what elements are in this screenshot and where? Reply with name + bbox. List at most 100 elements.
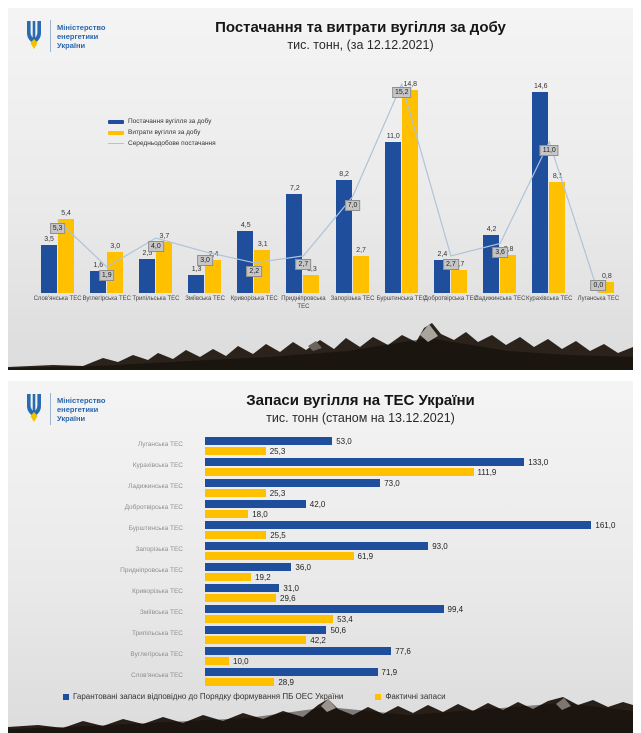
hbar-value-label: 93,0 (432, 542, 448, 551)
hbar-value-label: 73,0 (384, 479, 400, 488)
ministry-name: Міністерство енергетики України (57, 396, 105, 423)
hbar-value-label: 111,9 (477, 468, 497, 477)
category-label: Придніпровська ТЕС (281, 296, 326, 310)
hbar-guaranteed (205, 437, 333, 445)
row-label: Курахівська ТЕС (132, 462, 183, 469)
hbar-actual (205, 615, 334, 623)
legend-item-actual: Фактичні запаси (375, 692, 446, 701)
hbar-value-label: 31,0 (283, 584, 299, 593)
bar-supply (532, 92, 549, 293)
hbar-guaranteed (205, 647, 392, 655)
bar-expense (401, 89, 418, 293)
bar-value-label: 4,2 (486, 226, 497, 234)
hbar-value-label: 71,9 (381, 668, 398, 677)
coal-pile-photo (8, 697, 633, 733)
category-label: Криворізька ТЕС (230, 296, 278, 302)
hbar-actual (205, 447, 266, 455)
ministry-name-line3: України (57, 413, 86, 423)
hbar-value-label: 25,5 (270, 531, 286, 540)
bar-supply (188, 275, 205, 293)
legend-label-actual: Фактичні запаси (385, 692, 446, 701)
hbar-value-label: 42,2 (310, 636, 326, 645)
category-label: Добротвірська ТЕС (423, 296, 478, 302)
bar-value-label: 3,5 (44, 235, 54, 243)
line-point-label: 7,0 (344, 199, 361, 211)
ministry-logo: Міністерство енергетики України (24, 20, 105, 52)
bar-value-label: 7,2 (290, 185, 300, 193)
actual-swatch (375, 693, 382, 700)
ministry-name-line2: енергетики (57, 404, 99, 414)
chart2-title: Запаси вугілля на ТЕС України (246, 392, 475, 409)
row-label: Запорізька ТЕС (135, 546, 183, 553)
hbar-guaranteed (205, 542, 429, 550)
bar-value-label: 2,4 (437, 251, 448, 259)
hbar-actual (205, 510, 249, 518)
hbar-guaranteed (205, 605, 444, 613)
hbar-guaranteed (205, 668, 378, 676)
logo-divider (50, 20, 51, 52)
bar-expense (549, 181, 566, 293)
line-point-label: 2,7 (443, 258, 459, 270)
ministry-logo: Міністерство енергетики України (24, 393, 105, 425)
bar-value-label: 1,6 (93, 262, 104, 270)
logo-divider (50, 393, 51, 425)
hbar-guaranteed (205, 458, 525, 466)
bar-value-label: 0,8 (602, 273, 612, 281)
chart2-title-block: Запаси вугілля на ТЕС України тис. тонн … (118, 392, 603, 425)
hbar-value-label: 42,0 (309, 500, 326, 509)
legend-item-guaranteed: Гарантовані запаси відповідно до Порядку… (63, 692, 343, 701)
category-label: Запорізька ТЕС (330, 296, 375, 302)
chart1-title: Постачання та витрати вугілля за добу (215, 19, 506, 36)
bar-supply (138, 258, 155, 293)
hbar-actual (205, 636, 307, 644)
hbar-guaranteed (205, 500, 306, 508)
row-label: Луганська ТЕС (137, 441, 183, 448)
hbar-value-label: 25,3 (269, 447, 286, 456)
category-label: Бурштинська ТЕС (376, 296, 427, 302)
bar-supply (483, 235, 500, 293)
bar-expense (500, 254, 517, 293)
hbar-value-label: 29,6 (280, 594, 296, 603)
hbar-actual (205, 552, 354, 560)
category-label: Луганська ТЕС (577, 296, 620, 302)
hbar-value-label: 19,2 (255, 573, 271, 582)
hbar-value-label: 53,4 (337, 615, 353, 624)
hbar-actual (205, 489, 266, 497)
row-label: Ладижинська ТЕС (128, 483, 183, 490)
line-point-label: 1,9 (98, 269, 115, 281)
hbar-value-label: 36,0 (295, 563, 311, 572)
bar-value-label: 8,2 (339, 171, 349, 179)
line-point-label: 2,2 (246, 265, 263, 277)
hbar-guaranteed (205, 584, 280, 592)
hbar-guaranteed (205, 626, 327, 634)
bar-value-label: 3,1 (257, 241, 268, 249)
bar-supply (237, 231, 254, 293)
line-point-label: 11,0 (539, 144, 559, 156)
hbar-actual (205, 468, 474, 476)
hbar-actual (205, 594, 277, 602)
row-label: Трипільська ТЕС (131, 630, 183, 637)
hbar-value-label: 10,0 (233, 657, 249, 666)
average-line-swatch (108, 143, 124, 144)
trident-icon (27, 394, 41, 422)
row-label: Вуглегірська ТЕС (130, 651, 183, 658)
hbar-value-label: 61,9 (357, 552, 374, 561)
line-point-label: 0,0 (590, 280, 607, 292)
bar-supply (40, 244, 57, 293)
hbar-value-label: 77,6 (395, 647, 411, 656)
bar-supply (335, 180, 352, 293)
hbar-guaranteed (205, 479, 381, 487)
row-label: Зміївська ТЕС (139, 609, 183, 616)
chart1-category-axis: Слов'янська ТЕС Вуглегірська ТЕС Трипільсь… (33, 296, 623, 316)
bar-value-label: 14,6 (533, 83, 548, 91)
category-label: Вуглегірська ТЕС (82, 296, 132, 302)
legend-item-expense: Витрати вугілля за добу (108, 129, 216, 136)
line-point-label: 3,0 (197, 254, 213, 266)
guaranteed-swatch (63, 693, 69, 700)
line-point-label: 4,0 (148, 241, 164, 253)
category-label: Слов'янська ТЕС (33, 296, 82, 302)
chart1-legend: Постачання вугілля за добу Витрати вугіл… (108, 118, 216, 151)
row-label: Криворізька ТЕС (132, 588, 183, 595)
chart2-legend: Гарантовані запаси відповідно до Порядку… (63, 692, 446, 701)
